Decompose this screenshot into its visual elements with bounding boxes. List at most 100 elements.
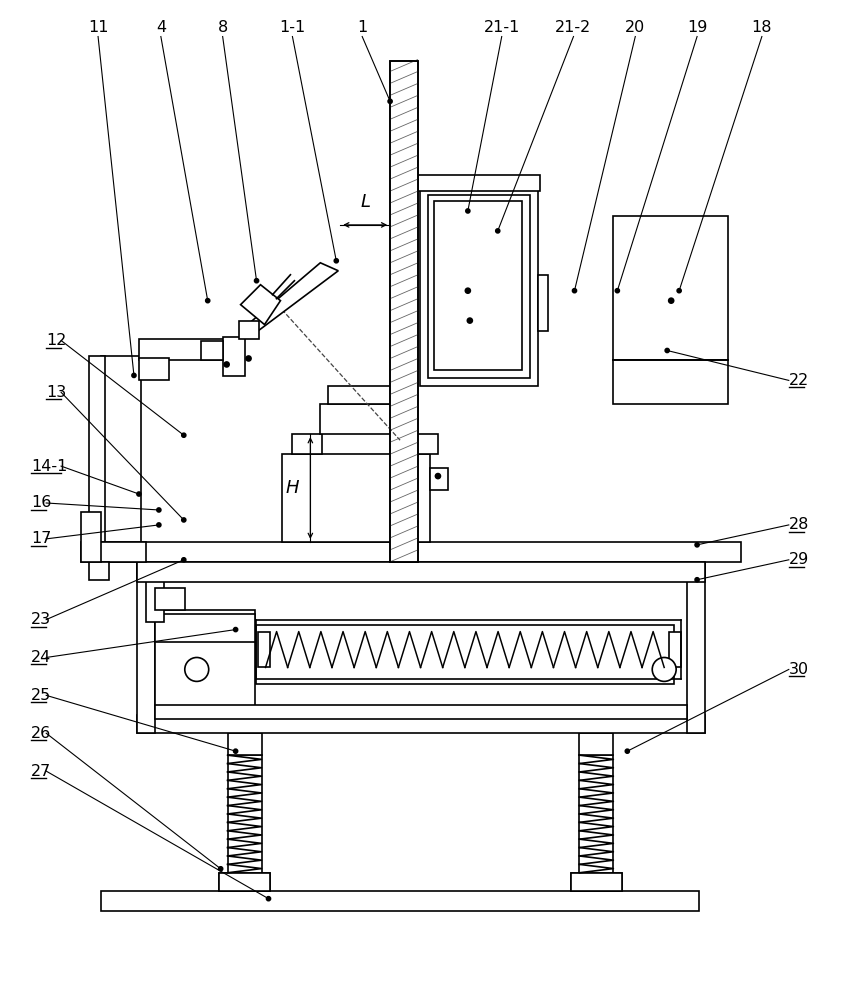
Circle shape xyxy=(466,209,470,213)
Bar xyxy=(255,625,674,684)
Circle shape xyxy=(668,298,674,303)
Circle shape xyxy=(665,349,669,352)
Bar xyxy=(155,610,255,709)
Bar xyxy=(137,562,705,580)
Circle shape xyxy=(234,749,238,753)
Circle shape xyxy=(182,433,185,437)
Circle shape xyxy=(652,657,676,681)
Bar xyxy=(430,468,448,490)
Text: 11: 11 xyxy=(88,20,108,35)
Circle shape xyxy=(695,543,699,547)
Bar xyxy=(571,873,622,891)
Bar xyxy=(320,404,412,434)
Circle shape xyxy=(572,289,577,293)
Bar xyxy=(571,873,622,891)
Text: 24: 24 xyxy=(31,650,51,665)
Bar xyxy=(258,632,270,667)
Bar xyxy=(139,339,231,360)
Text: 29: 29 xyxy=(789,552,809,567)
Bar xyxy=(293,434,322,454)
Circle shape xyxy=(677,289,681,293)
Bar xyxy=(228,733,261,755)
Bar xyxy=(410,434,438,454)
Text: 22: 22 xyxy=(789,373,809,388)
Text: 19: 19 xyxy=(687,20,707,35)
Circle shape xyxy=(182,518,185,522)
Bar xyxy=(101,891,699,911)
Bar xyxy=(614,360,728,404)
Text: 21-1: 21-1 xyxy=(484,20,520,35)
Text: 8: 8 xyxy=(217,20,228,35)
Circle shape xyxy=(695,578,699,582)
Bar xyxy=(579,733,614,755)
Circle shape xyxy=(185,657,209,681)
Circle shape xyxy=(388,99,392,103)
Circle shape xyxy=(496,229,500,233)
Circle shape xyxy=(132,373,136,377)
Circle shape xyxy=(157,508,161,512)
Circle shape xyxy=(266,897,271,901)
Text: 21-2: 21-2 xyxy=(556,20,592,35)
Text: 23: 23 xyxy=(31,612,51,627)
Circle shape xyxy=(157,523,161,527)
Bar xyxy=(155,614,255,642)
Bar xyxy=(218,873,271,891)
Bar xyxy=(137,715,705,733)
Bar xyxy=(228,755,261,873)
Bar xyxy=(282,454,430,542)
Text: 1-1: 1-1 xyxy=(279,20,305,35)
Text: L: L xyxy=(360,193,370,211)
Text: 25: 25 xyxy=(31,688,51,703)
Circle shape xyxy=(626,749,630,753)
Polygon shape xyxy=(240,285,281,325)
Text: 14-1: 14-1 xyxy=(31,459,67,474)
Text: 4: 4 xyxy=(156,20,166,35)
Bar xyxy=(81,512,101,562)
Circle shape xyxy=(615,289,620,293)
Bar xyxy=(418,175,540,191)
Circle shape xyxy=(255,279,259,283)
Circle shape xyxy=(234,628,238,632)
Bar xyxy=(428,195,529,378)
Circle shape xyxy=(137,492,141,496)
Text: 30: 30 xyxy=(789,662,809,677)
Circle shape xyxy=(467,318,472,323)
Bar xyxy=(223,337,244,376)
Bar xyxy=(614,216,728,360)
Bar xyxy=(89,562,109,580)
Text: H: H xyxy=(286,479,299,497)
Bar xyxy=(434,201,522,370)
Bar xyxy=(146,570,164,622)
Circle shape xyxy=(246,356,251,361)
Bar xyxy=(328,386,404,404)
Bar xyxy=(538,275,548,331)
Bar xyxy=(155,705,687,719)
Text: 18: 18 xyxy=(752,20,772,35)
Bar xyxy=(89,356,105,542)
Circle shape xyxy=(335,259,338,263)
Bar xyxy=(155,588,185,610)
Circle shape xyxy=(224,362,229,367)
Bar xyxy=(239,321,259,339)
Text: 27: 27 xyxy=(31,764,51,779)
Polygon shape xyxy=(240,263,338,331)
Bar xyxy=(390,61,418,562)
Text: 13: 13 xyxy=(46,385,67,400)
Bar xyxy=(137,562,155,733)
Bar xyxy=(420,187,538,386)
Bar xyxy=(101,356,141,542)
Bar xyxy=(101,542,119,562)
Bar xyxy=(139,358,169,380)
Circle shape xyxy=(218,867,223,871)
Bar xyxy=(687,562,705,733)
Circle shape xyxy=(182,558,185,562)
Text: 1: 1 xyxy=(357,20,368,35)
Text: 12: 12 xyxy=(46,333,67,348)
Text: 17: 17 xyxy=(31,531,51,546)
Bar xyxy=(669,632,681,667)
Bar xyxy=(81,542,146,562)
Circle shape xyxy=(436,474,440,479)
Text: 26: 26 xyxy=(31,726,51,741)
Text: 16: 16 xyxy=(31,495,51,510)
Bar xyxy=(579,755,614,873)
